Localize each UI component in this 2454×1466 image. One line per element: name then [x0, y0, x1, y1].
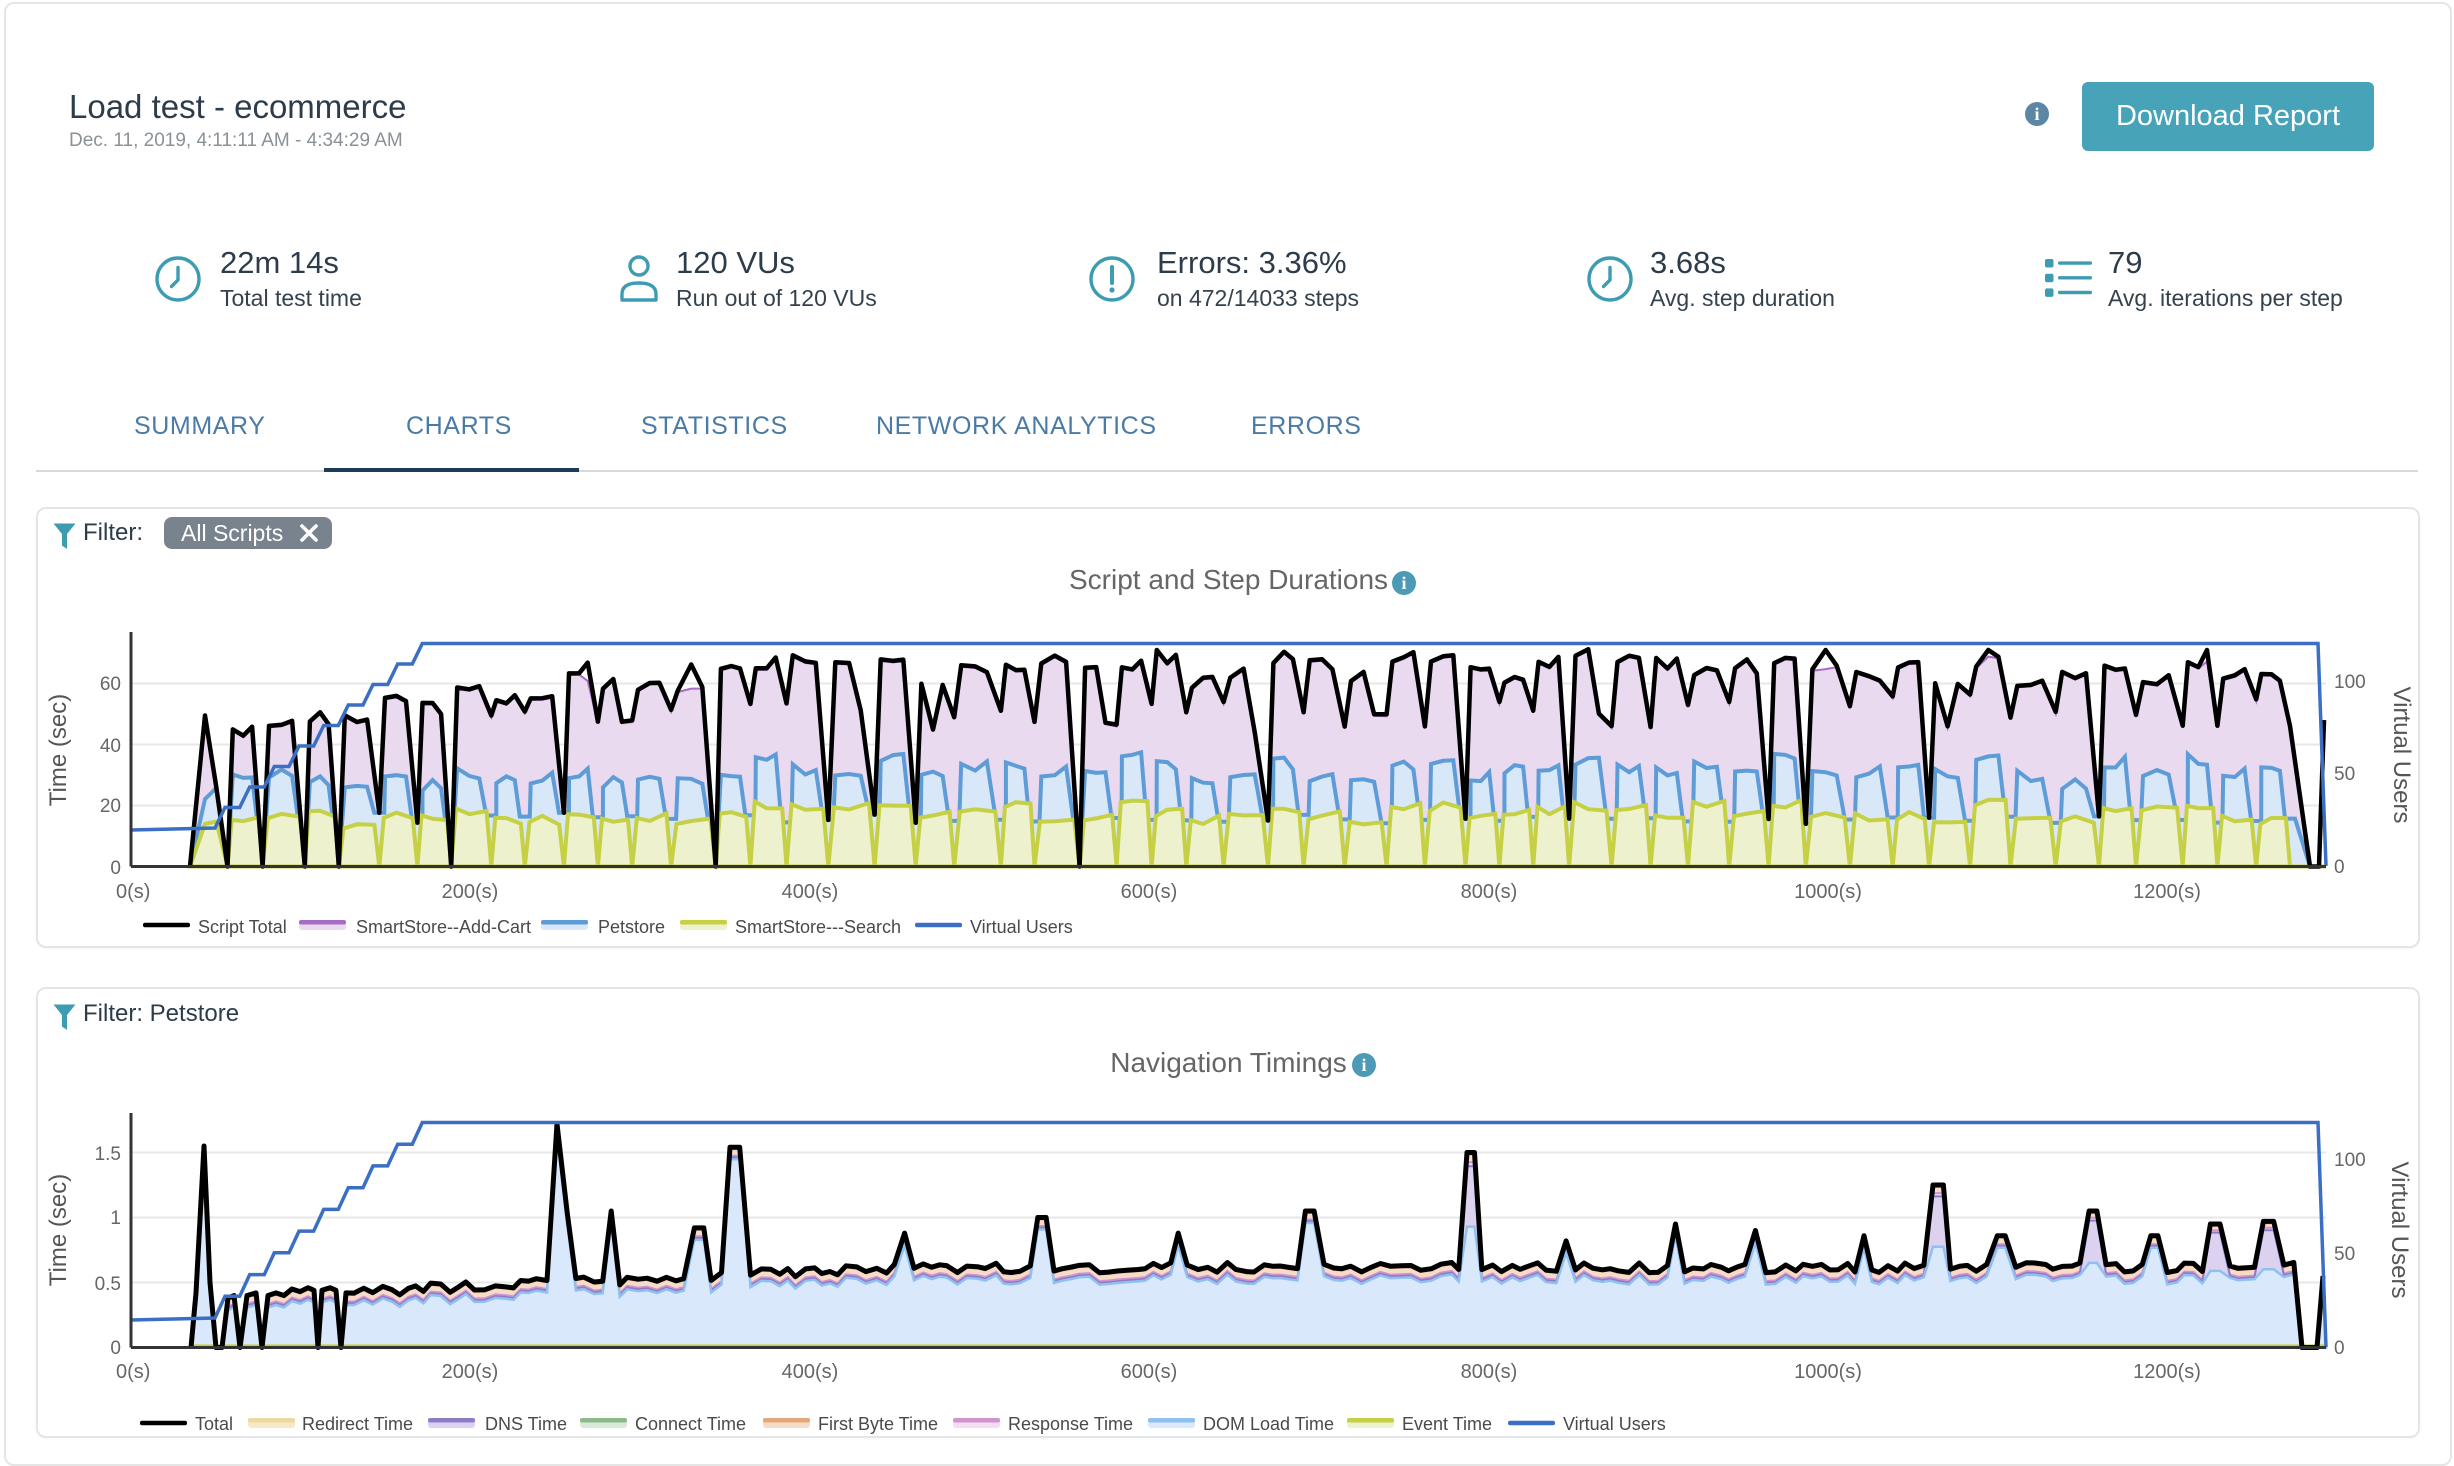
- svg-text:Event Time: Event Time: [1402, 1414, 1492, 1434]
- svg-text:1200(s): 1200(s): [2133, 1361, 2201, 1383]
- svg-text:Virtual Users: Virtual Users: [2388, 687, 2415, 824]
- svg-text:DNS Time: DNS Time: [485, 1414, 567, 1434]
- svg-text:0.5: 0.5: [95, 1274, 121, 1295]
- svg-text:1: 1: [110, 1208, 121, 1229]
- svg-text:0(s): 0(s): [116, 881, 150, 903]
- svg-text:1200(s): 1200(s): [2133, 881, 2201, 903]
- svg-text:Redirect Time: Redirect Time: [302, 1414, 413, 1434]
- svg-text:600(s): 600(s): [1121, 1361, 1178, 1383]
- svg-text:Virtual Users: Virtual Users: [1563, 1414, 1666, 1434]
- svg-text:Petstore: Petstore: [598, 917, 665, 937]
- svg-text:0: 0: [110, 1338, 121, 1359]
- svg-text:800(s): 800(s): [1461, 881, 1518, 903]
- svg-text:200(s): 200(s): [442, 881, 499, 903]
- svg-text:200(s): 200(s): [442, 1361, 499, 1383]
- svg-text:1000(s): 1000(s): [1794, 881, 1862, 903]
- svg-text:DOM Load Time: DOM Load Time: [1203, 1414, 1334, 1434]
- svg-text:0: 0: [2334, 1338, 2345, 1359]
- svg-text:Script Total: Script Total: [198, 917, 287, 937]
- svg-text:800(s): 800(s): [1461, 1361, 1518, 1383]
- svg-text:50: 50: [2334, 1244, 2355, 1265]
- svg-text:Time (sec): Time (sec): [45, 1174, 72, 1286]
- svg-text:Virtual Users: Virtual Users: [970, 917, 1073, 937]
- svg-text:1000(s): 1000(s): [1794, 1361, 1862, 1383]
- svg-text:First Byte Time: First Byte Time: [818, 1414, 938, 1434]
- svg-text:Connect Time: Connect Time: [635, 1414, 746, 1434]
- svg-text:60: 60: [100, 674, 121, 695]
- svg-text:100: 100: [2334, 672, 2366, 693]
- svg-text:50: 50: [2334, 764, 2355, 785]
- svg-text:Time (sec): Time (sec): [45, 694, 72, 806]
- svg-text:0: 0: [2334, 857, 2345, 878]
- svg-text:1.5: 1.5: [95, 1144, 121, 1165]
- svg-text:400(s): 400(s): [782, 1361, 839, 1383]
- svg-text:SmartStore--Add-Cart: SmartStore--Add-Cart: [356, 917, 531, 937]
- svg-text:100: 100: [2334, 1150, 2366, 1171]
- svg-text:600(s): 600(s): [1121, 881, 1178, 903]
- svg-text:40: 40: [100, 736, 121, 757]
- svg-text:SmartStore---Search: SmartStore---Search: [735, 917, 901, 937]
- svg-text:20: 20: [100, 796, 121, 817]
- svg-text:Virtual Users: Virtual Users: [2386, 1162, 2413, 1299]
- svg-text:Total: Total: [195, 1414, 233, 1434]
- svg-text:Response Time: Response Time: [1008, 1414, 1133, 1434]
- svg-text:400(s): 400(s): [782, 881, 839, 903]
- svg-text:0(s): 0(s): [116, 1361, 150, 1383]
- svg-text:0: 0: [110, 858, 121, 879]
